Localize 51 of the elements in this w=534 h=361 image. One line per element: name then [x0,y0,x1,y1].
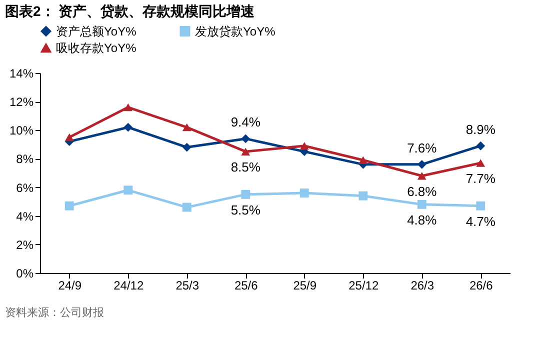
point [64,201,74,210]
y-tick-label: 8% [16,152,34,166]
point [241,134,250,144]
point [476,141,486,150]
point [300,188,309,198]
data-label: 8.5% [230,160,261,175]
legend-label: 发放贷款YoY% [195,24,276,38]
y-tick-label: 4% [16,209,34,224]
y-tick-label: 14% [9,66,34,80]
x-tick-label: 25/9 [293,278,317,292]
point [358,156,368,164]
data-label: 5.5% [230,202,261,218]
y-tick-label: 2% [16,238,34,252]
point [124,186,133,195]
data-label: 7.6% [407,140,438,156]
text: 资料来源：公司财报 [5,306,104,319]
legend-label: 资产总额YoY% [56,24,137,38]
x-tick-label: 26/3 [410,278,434,292]
data-label: 7.7% [466,171,496,186]
data-label: 9.4% [230,114,261,130]
chart-title: 图表2： 资产、贷款、存款规模同比增速 [5,3,256,19]
point [124,103,133,112]
point [476,201,486,210]
point [182,202,192,212]
point [241,148,250,156]
point [476,159,486,167]
point [182,123,192,132]
point [358,191,368,200]
y-tick-label: 0% [16,266,34,280]
x-tick-label: 24/9 [58,278,82,292]
point [417,200,426,209]
x-tick-label: 25/3 [176,278,200,292]
data-label: 4.8% [407,212,438,228]
legend-label: 吸收存款YoY% [56,41,137,55]
y-tick-label: 6% [16,180,34,195]
y-tick-label: 12% [9,95,34,110]
point [182,142,192,152]
point [417,160,426,169]
point [124,122,133,132]
x-tick-label: 25/12 [348,278,379,292]
x-tick-label: 25/6 [234,278,258,292]
data-label: 8.9% [466,122,496,137]
point [241,190,250,199]
point [417,172,426,180]
data-label: 6.8% [407,184,438,199]
data-label: 4.7% [466,214,496,229]
point [300,142,309,150]
x-tick-label: 24/12 [114,278,144,292]
point [64,133,74,142]
y-tick-label: 10% [9,124,34,138]
x-tick-label: 26/6 [469,278,494,292]
